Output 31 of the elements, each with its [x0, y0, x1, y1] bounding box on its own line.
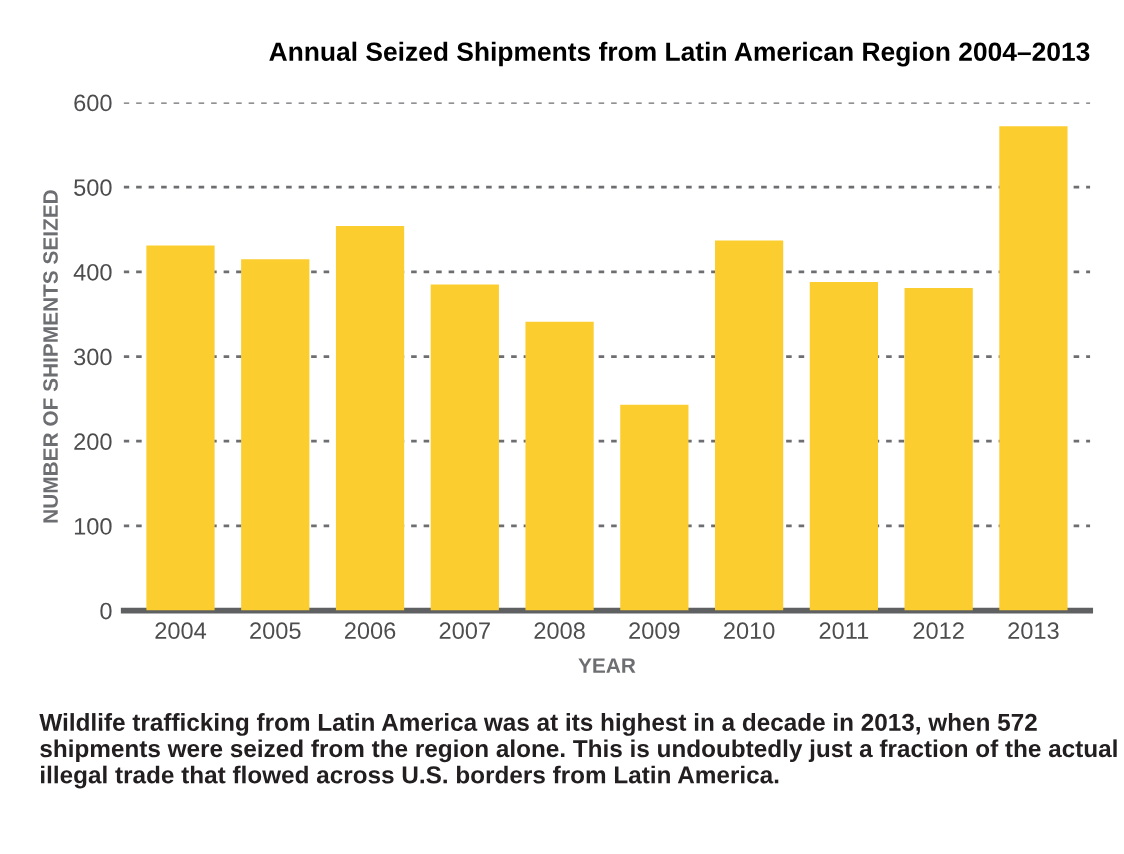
bar — [335, 226, 405, 611]
bar — [146, 245, 215, 611]
bar — [241, 259, 310, 611]
x-tick-label: 2008 — [534, 622, 585, 640]
bar — [620, 404, 689, 611]
y-tick-label: 300 — [74, 348, 112, 366]
y-tick-label: 400 — [73, 263, 112, 281]
x-tick-label: 2009 — [629, 622, 680, 640]
x-tick-label: 2005 — [250, 622, 301, 640]
x-tick-label: 2012 — [913, 622, 964, 640]
bar — [525, 321, 594, 611]
y-tick-label: 200 — [74, 433, 112, 451]
x-tick-label: 2013 — [1008, 622, 1059, 640]
bar — [809, 282, 878, 611]
y-tick-label: 100 — [74, 517, 112, 535]
bar — [999, 126, 1068, 611]
bar — [904, 287, 973, 611]
bar — [715, 240, 784, 611]
chart-title: Annual Seized Shipments from Latin American Region 2004–2013 — [269, 41, 1090, 67]
x-tick-label: 2007 — [439, 622, 490, 640]
text: Wildlife trafficking from Latin America was at its highest in a decade in 2013, when 572 shipments were seized from the region alone. This is undoubtedly just a fraction of the actual illegal trade that flowed across U.S. borders from Latin America. — [39, 713, 1117, 789]
y-tick-label: 600 — [74, 94, 112, 112]
y-tick-label: 0 — [100, 602, 112, 620]
x-tick-label: 2004 — [155, 622, 207, 640]
x-tick-label: 2011 — [819, 622, 869, 640]
y-tick-label: 500 — [74, 179, 112, 196]
bar — [430, 284, 499, 611]
x-tick-label: 2006 — [344, 622, 396, 640]
x-axis-title: YEAR — [578, 658, 636, 673]
y-axis-title: NUMBER OF SHIPMENTS SEIZED — [43, 190, 58, 523]
x-tick-label: 2010 — [724, 622, 775, 640]
